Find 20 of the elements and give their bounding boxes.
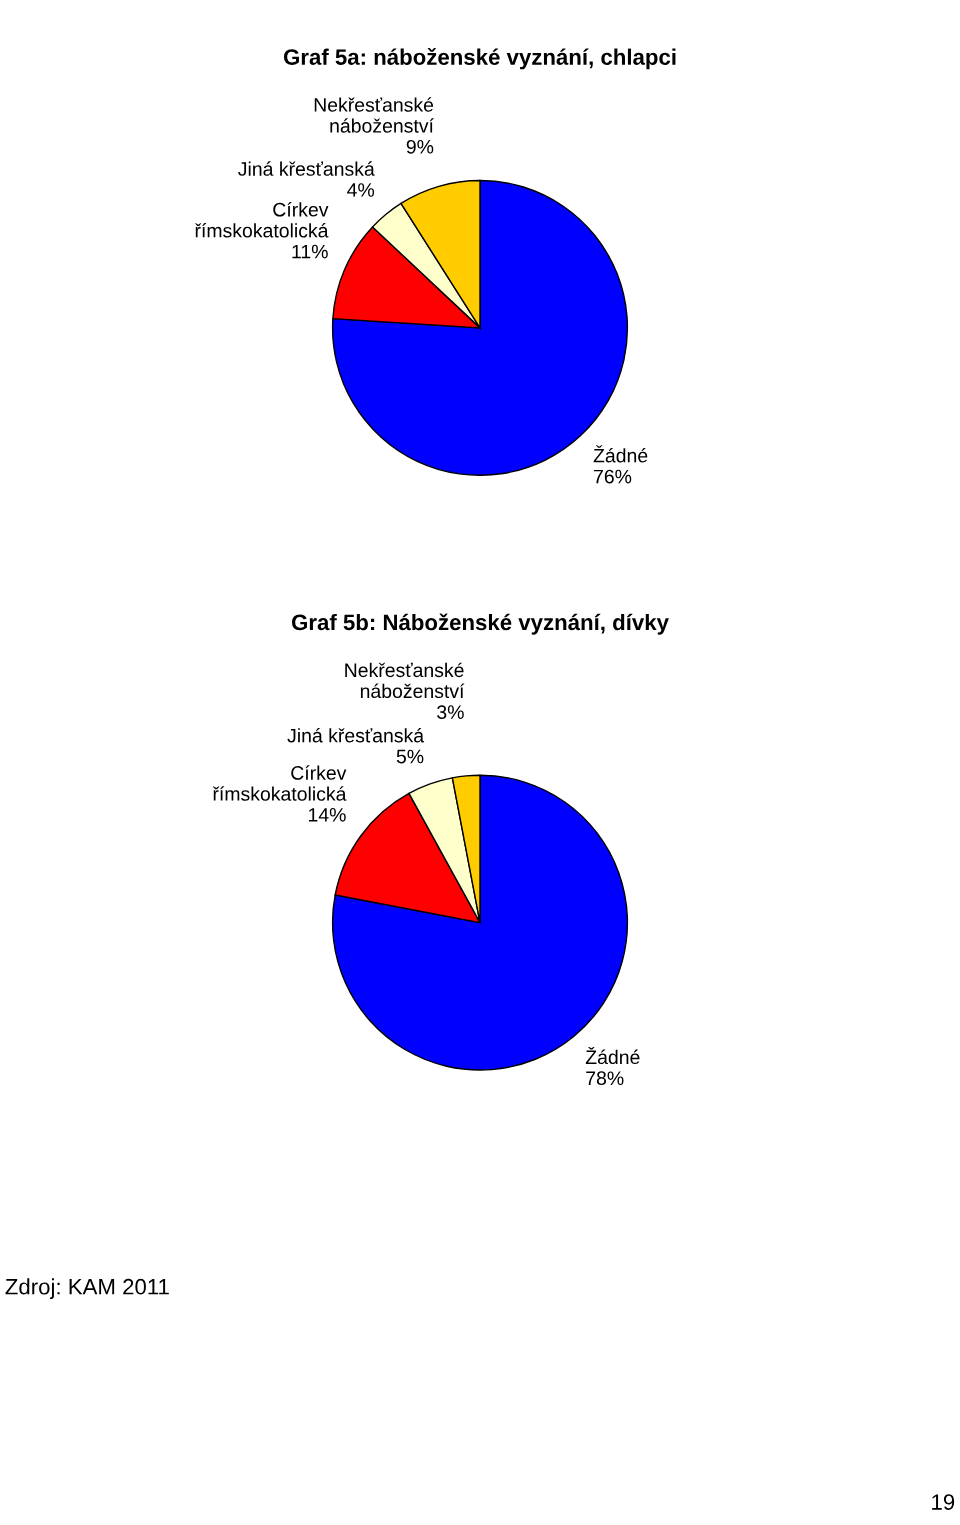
slice-label: Církev římskokatolická — [212, 765, 347, 801]
data-label: 4% — [347, 183, 375, 197]
slice-label: Církev římskokatolická — [195, 202, 329, 238]
data-label: 3% — [437, 705, 464, 720]
data-label: 78% — [586, 1071, 624, 1086]
slice-label: Jiná křesťanská — [238, 161, 375, 176]
data-label: 11% — [292, 244, 328, 259]
slice-label: Jiná křesťanská — [287, 727, 425, 743]
text: 19 — [932, 1494, 955, 1510]
chart-title: Graf 5b: Náboženské vyznání, dívky — [291, 613, 669, 635]
chart-title: Graf 5a: náboženské vyznání, chlapci — [283, 48, 676, 70]
slice-label: Žádné — [585, 1046, 640, 1065]
text: Zdroj: KAM 2011 — [5, 1278, 169, 1299]
slice-label: Žádné — [593, 445, 648, 463]
data-label: 5% — [396, 749, 424, 764]
slice-label: Nekřesťanské náboženství — [345, 662, 465, 699]
data-label: 76% — [594, 469, 632, 484]
data-label: 9% — [406, 139, 434, 154]
data-label: 14% — [308, 808, 346, 822]
slice-label: Nekřesťanské náboženství — [314, 97, 434, 133]
